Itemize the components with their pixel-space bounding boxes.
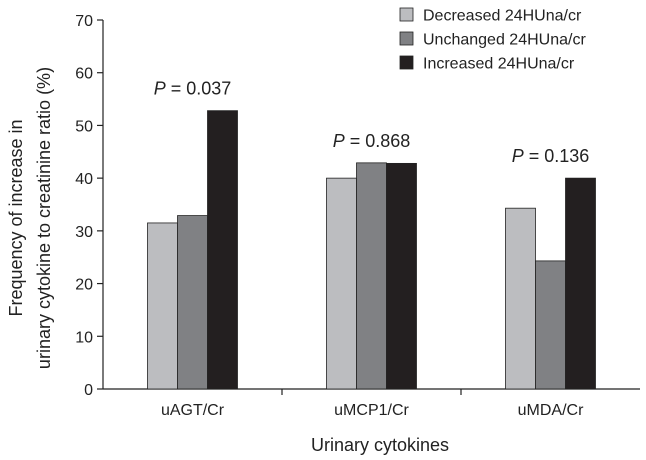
x-tick-label: uMCP1/Cr <box>334 402 409 419</box>
p-value-annotations: P = 0.037 P = 0.868 P = 0.136 <box>154 79 590 166</box>
bar-uagt-cr-2 <box>177 215 208 390</box>
y-tick-label: 30 <box>75 224 93 241</box>
y-tick-label: 20 <box>75 277 93 294</box>
p-value-label: P = 0.868 <box>333 131 411 151</box>
y-tick-label: 10 <box>75 329 93 346</box>
bar-umda-cr-2 <box>535 260 566 390</box>
y-axis-title-line-2: urinary cytokine to creatinine ratio (%) <box>34 67 54 369</box>
y-tick-label: 50 <box>75 118 93 135</box>
legend-swatch <box>399 55 414 70</box>
x-tick-label: uAGT/Cr <box>161 402 225 419</box>
p-value-label: P = 0.136 <box>512 146 590 166</box>
bar-umcp1-cr-3 <box>386 162 417 390</box>
legend-swatch <box>399 7 414 22</box>
y-axis-title-line-1: Frequency of increase in <box>6 119 26 316</box>
x-axis-title: Urinary cytokines <box>311 435 449 455</box>
legend-label: Increased 24HUna/cr <box>423 56 575 73</box>
x-tick-label: uMDA/Cr <box>518 402 584 419</box>
axes: 0 10 20 30 40 50 60 70 uAGT/Cr uMCP1/Cr uMDA/Cr <box>75 13 640 419</box>
y-tick-label: 0 <box>84 382 93 399</box>
y-tick-label: 40 <box>75 171 93 188</box>
legend: Decreased 24HUna/cr Unchanged 24HUna/cr In… <box>399 7 586 73</box>
legend-swatch <box>399 31 414 46</box>
legend-label: Unchanged 24HUna/cr <box>423 32 586 49</box>
legend-label: Decreased 24HUna/cr <box>423 8 582 25</box>
y-tick-label: 70 <box>75 13 93 30</box>
y-tick-label: 60 <box>75 66 93 83</box>
bar-umda-cr-1 <box>505 207 536 390</box>
bar-umcp1-cr-1 <box>326 177 357 390</box>
bars <box>147 110 596 390</box>
p-value-label: P = 0.037 <box>154 79 232 99</box>
bar-uagt-cr-3 <box>207 110 238 390</box>
bar-umda-cr-3 <box>565 177 596 390</box>
bar-umcp1-cr-2 <box>356 162 387 390</box>
bar-uagt-cr-1 <box>147 222 178 390</box>
